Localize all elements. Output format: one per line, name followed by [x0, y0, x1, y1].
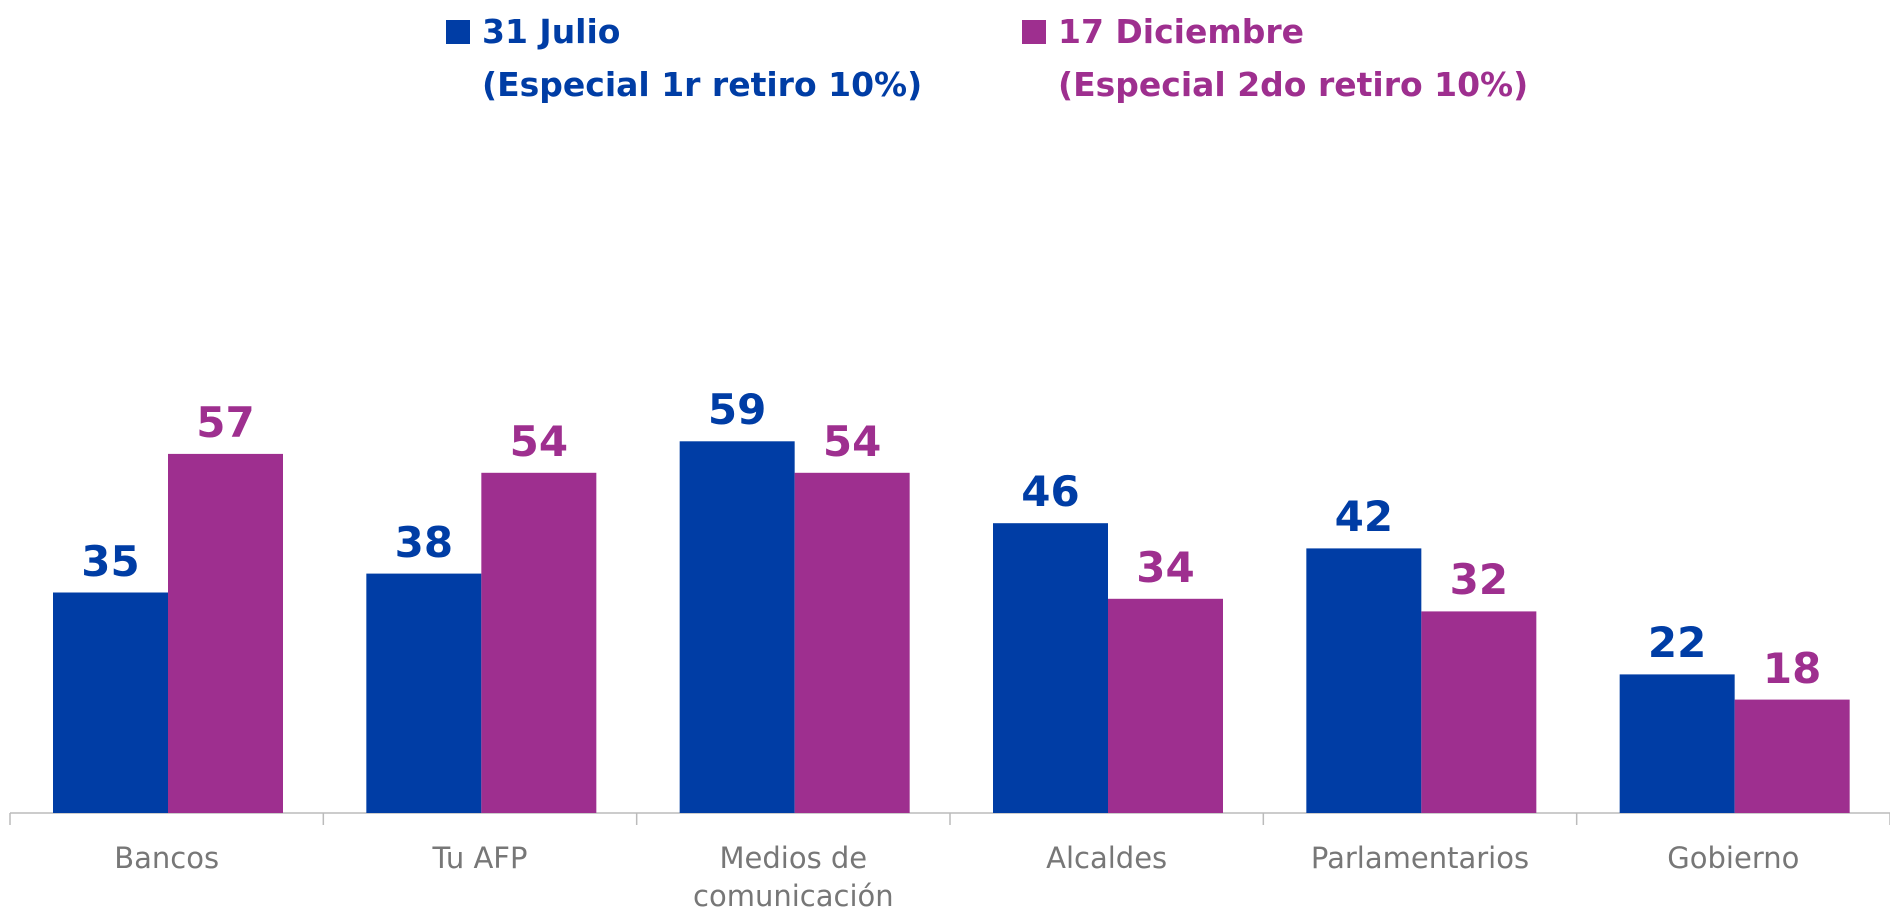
bar: [53, 592, 168, 813]
bar: [1108, 598, 1223, 813]
data-label: 35: [81, 536, 140, 586]
data-label: 54: [822, 416, 882, 466]
x-tick-label: Bancos: [114, 841, 220, 875]
bar: [366, 573, 482, 813]
data-label: 22: [1647, 618, 1707, 668]
bar: [168, 453, 283, 813]
bar: [1734, 699, 1850, 813]
legend-entry: 31 Julio (Especial 1r retiro 10%): [446, 6, 922, 112]
data-label: 18: [1762, 643, 1822, 693]
bar: [794, 472, 910, 813]
bar: [1619, 674, 1735, 813]
data-label: 46: [1021, 467, 1080, 517]
bar: [481, 472, 597, 813]
x-tick-label: Alcaldes: [1046, 841, 1168, 875]
data-label: 59: [707, 385, 767, 435]
legend-swatch: [1022, 20, 1046, 44]
bar: [993, 523, 1108, 813]
bar: [679, 441, 795, 813]
data-label: 57: [196, 397, 255, 447]
x-tick-label: Medios de comunicación: [693, 841, 894, 913]
data-label: 34: [1136, 542, 1195, 592]
legend-swatch: [446, 20, 470, 44]
data-label: 32: [1449, 555, 1509, 605]
bar: [1306, 548, 1422, 813]
x-tick-label: Gobierno: [1667, 841, 1800, 875]
data-label: 38: [394, 517, 454, 567]
data-label: 42: [1334, 492, 1394, 542]
legend-entry: 17 Diciembre (Especial 2do retiro 10%): [1022, 6, 1528, 112]
data-label: 54: [509, 416, 569, 466]
x-tick-label: Parlamentarios: [1310, 841, 1530, 875]
x-tick-label: Tu AFP: [432, 841, 528, 875]
bar: [1421, 611, 1537, 813]
